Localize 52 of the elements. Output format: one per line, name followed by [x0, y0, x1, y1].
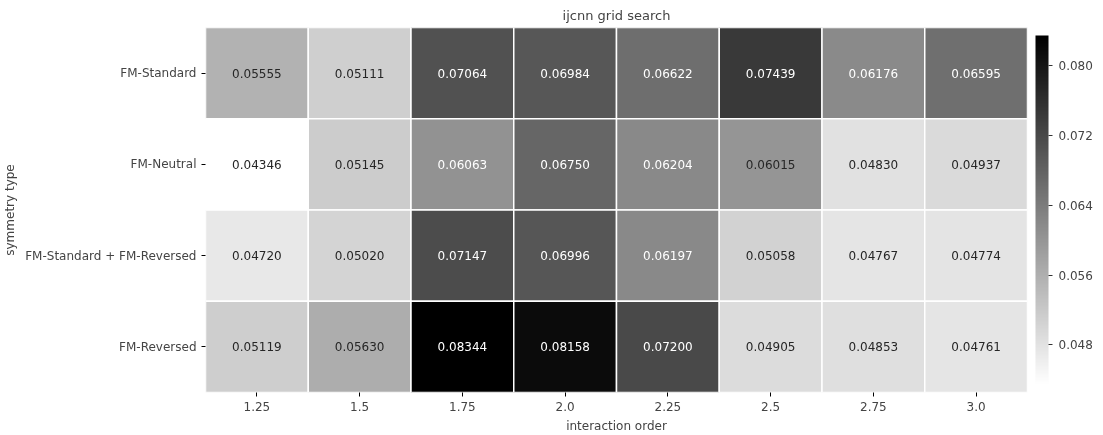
data-label: 0.04346: [232, 157, 282, 172]
x-tick-label: 1.75: [449, 399, 476, 414]
data-label: 0.05058: [745, 249, 796, 264]
data-label: 0.04761: [951, 340, 1001, 355]
data-label: 0.04767: [848, 249, 899, 264]
x-tick-label: 2.0: [555, 399, 575, 414]
x-tick-label: 2.25: [654, 399, 682, 414]
x-tick-label: 3.0: [966, 399, 986, 414]
y-axis-title: symmetry type: [3, 164, 18, 256]
chart-title: ijcnn grid search: [562, 7, 671, 23]
x-axis-title: interaction order: [566, 418, 667, 433]
data-label: 0.08344: [437, 340, 488, 355]
data-label: 0.06750: [540, 157, 590, 172]
data-label: 0.06984: [540, 66, 590, 81]
color-bar-label: 0.080: [1058, 59, 1093, 74]
color-bar-label: 0.072: [1058, 128, 1093, 143]
data-label: 0.07439: [745, 66, 796, 81]
data-label: 0.06176: [848, 66, 899, 81]
data-label: 0.06204: [643, 157, 693, 172]
y-tick-label: FM-Standard: [120, 66, 197, 81]
data-label: 0.07147: [437, 249, 488, 264]
data-label: 0.05145: [334, 157, 385, 172]
x-tick-label: 1.25: [243, 399, 271, 414]
data-label: 0.05630: [334, 340, 385, 355]
data-label: 0.04830: [848, 157, 899, 172]
data-label: 0.06595: [951, 66, 1001, 81]
data-label: 0.06063: [437, 157, 488, 172]
data-label: 0.06996: [540, 249, 590, 264]
x-tick-label: 2.5: [761, 399, 781, 414]
data-label: 0.04905: [745, 340, 796, 355]
data-label: 0.04937: [951, 157, 1001, 172]
data-label: 0.05119: [232, 340, 282, 355]
data-label: 0.07200: [643, 340, 693, 355]
data-label: 0.06622: [643, 66, 693, 81]
data-label: 0.05020: [334, 249, 385, 264]
x-tick-label: 1.5: [350, 399, 370, 414]
data-label: 0.05555: [232, 66, 282, 81]
y-tick-label: FM-Reversed: [119, 339, 197, 354]
data-label: 0.05111: [334, 66, 385, 81]
data-label: 0.04720: [232, 249, 282, 264]
color-bar-label: 0.056: [1058, 268, 1093, 283]
data-label: 0.04853: [848, 340, 899, 355]
x-tick-label: 2.75: [860, 399, 887, 414]
data-label: 0.06197: [643, 249, 693, 264]
data-label: 0.08158: [540, 340, 590, 355]
data-label: 0.07064: [437, 66, 488, 81]
color-bar-label: 0.048: [1058, 338, 1093, 353]
color-bar-label: 0.064: [1058, 198, 1093, 213]
data-label: 0.06015: [745, 157, 796, 172]
y-tick-label: FM-Standard + FM-Reversed: [25, 248, 197, 263]
y-tick-label: FM-Neutral: [130, 157, 197, 172]
data-label: 0.04774: [951, 249, 1001, 264]
